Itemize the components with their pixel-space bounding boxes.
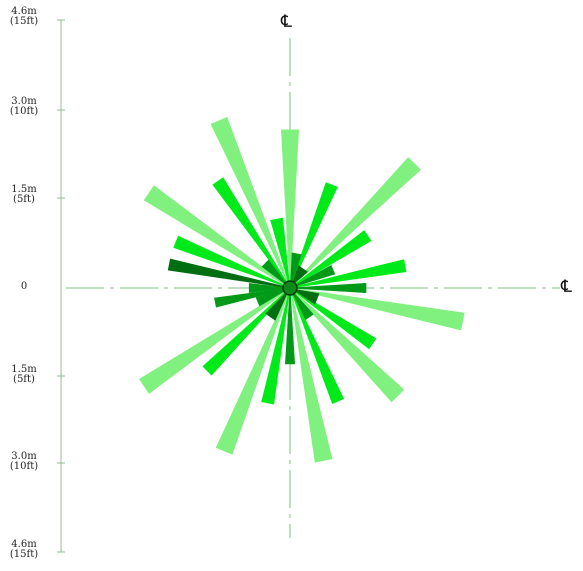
- spray-ray: [281, 129, 299, 284]
- spray-ray: [212, 177, 289, 285]
- spray-ray: [173, 235, 287, 288]
- spray-ray: [143, 185, 287, 287]
- spray-ray: [293, 288, 320, 305]
- spray-ray: [261, 259, 288, 286]
- ruler-label-up-3: 3.0m (10ft): [4, 97, 44, 117]
- spray-ray: [293, 259, 407, 288]
- spray-ray: [291, 265, 309, 285]
- spray-ray: [270, 217, 290, 285]
- spray-ray: [292, 157, 421, 286]
- ruler-label-zero: 0: [4, 282, 44, 292]
- centerline-symbol-right: ℄: [561, 277, 572, 297]
- ruler-imperial: (5ft): [13, 374, 35, 385]
- centerline-symbol-top: ℄: [281, 12, 292, 32]
- spray-ray: [285, 292, 295, 365]
- ruler-metric: 3.0m: [11, 96, 37, 107]
- spray-ray: [255, 289, 287, 307]
- spray-ray: [290, 252, 302, 285]
- spray-ray: [291, 291, 345, 404]
- spray-ray: [210, 117, 289, 285]
- ruler-metric: 1.5m: [11, 184, 37, 195]
- ruler-label-bottom: 4.6m (15ft): [4, 540, 44, 560]
- ruler-imperial: (5ft): [13, 194, 35, 205]
- spray-ray: [265, 291, 289, 321]
- spray-ray: [202, 290, 288, 376]
- ruler-imperial: (10ft): [9, 106, 39, 117]
- spray-ray: [291, 291, 314, 320]
- ruler-metric: 1.5m: [11, 364, 37, 375]
- ruler-metric: 3.0m: [11, 451, 37, 462]
- ruler-label-down-1-5: 1.5m (5ft): [4, 365, 44, 385]
- spray-ray: [293, 288, 465, 331]
- spray-ray: [294, 283, 367, 293]
- ruler-label-up-1-5: 1.5m (5ft): [4, 185, 44, 205]
- spray-ray: [261, 291, 290, 405]
- ruler-imperial: (15ft): [9, 16, 39, 27]
- ruler-imperial: (10ft): [9, 461, 39, 472]
- spray-ray: [215, 291, 290, 455]
- ruler-label-down-3: 3.0m (10ft): [4, 452, 44, 472]
- spray-rays: [139, 117, 465, 463]
- ruler-metric: 4.6m: [11, 6, 37, 17]
- spray-ray: [292, 290, 405, 403]
- spray-ray: [139, 289, 287, 394]
- ruler-metric: 0: [20, 281, 28, 292]
- spray-ray: [290, 182, 338, 285]
- spray-ray: [167, 258, 287, 288]
- spray-ray: [214, 288, 287, 308]
- hub-center-marker: [282, 280, 298, 296]
- spray-ray: [248, 283, 286, 293]
- spray-ray: [293, 289, 377, 350]
- ruler-imperial: (15ft): [9, 549, 39, 560]
- spray-ray: [293, 265, 336, 287]
- spray-ray: [290, 291, 333, 463]
- ruler-label-top: 4.6m (15ft): [4, 7, 44, 27]
- spray-ray: [293, 230, 372, 287]
- ruler-metric: 4.6m: [11, 539, 37, 550]
